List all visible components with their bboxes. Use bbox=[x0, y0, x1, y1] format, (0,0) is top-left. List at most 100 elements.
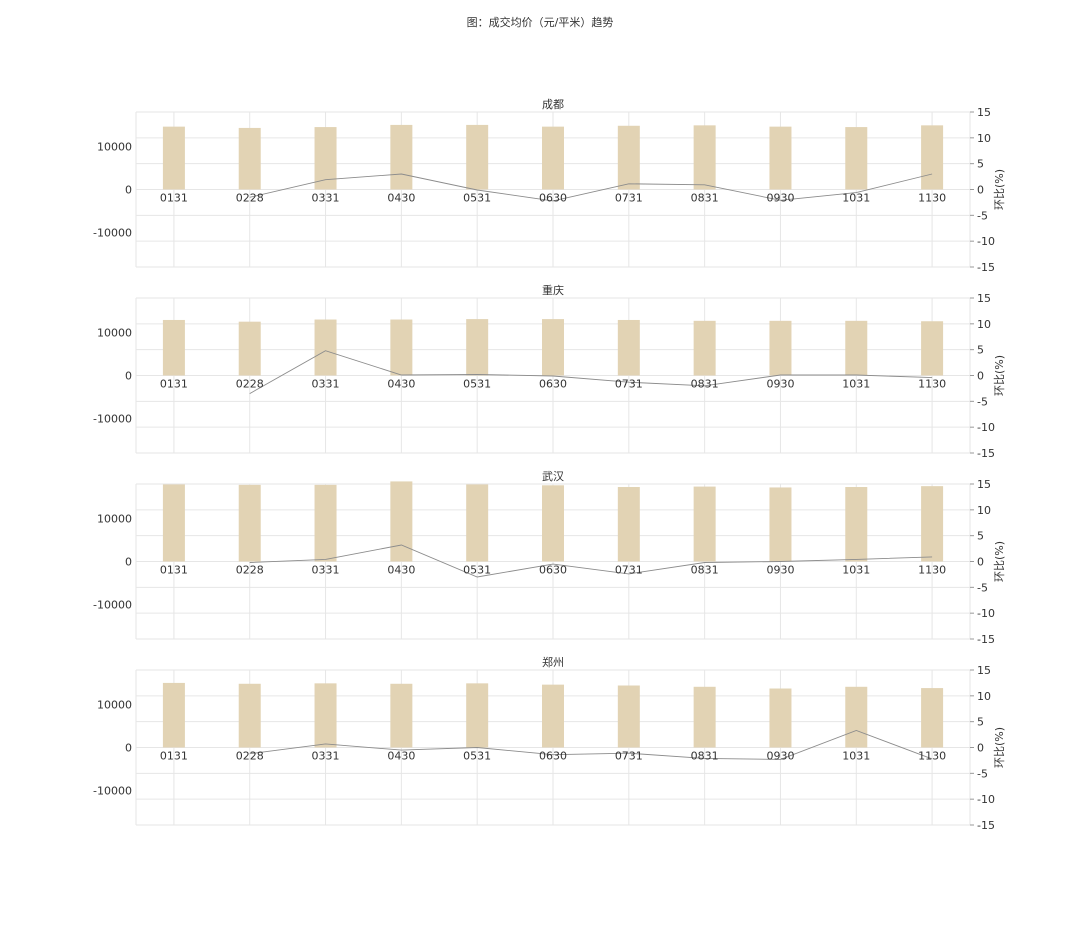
x-tick-label: 0430 bbox=[387, 378, 415, 391]
line-series bbox=[249, 350, 933, 394]
bar bbox=[542, 485, 564, 562]
x-tick-label: 0831 bbox=[691, 378, 719, 391]
x-tick-label: 1031 bbox=[842, 192, 870, 205]
y2-tick-label: 10 bbox=[977, 504, 991, 517]
x-tick-label: 0331 bbox=[312, 750, 340, 763]
bar bbox=[390, 683, 413, 748]
x-tick-label: 1031 bbox=[842, 564, 870, 577]
y-tick-label: 10000 bbox=[97, 512, 132, 525]
y2-axis-label: 环比(%) bbox=[993, 355, 1006, 396]
bar bbox=[693, 686, 716, 748]
x-tick-label: 0131 bbox=[160, 378, 188, 391]
bar bbox=[162, 319, 185, 376]
bar bbox=[693, 320, 716, 376]
x-tick-label: 0531 bbox=[463, 378, 491, 391]
y2-tick-label: 15 bbox=[977, 478, 991, 491]
bar bbox=[845, 127, 868, 190]
bar bbox=[314, 319, 337, 376]
x-tick-label: 0831 bbox=[691, 192, 719, 205]
x-tick-label: 1130 bbox=[918, 750, 946, 763]
y2-tick-label: -15 bbox=[977, 819, 995, 832]
chart-panel-4: 0131 0228 0331 0430 0531 0630 0731 0831 0930 1031… bbox=[93, 655, 1006, 832]
y-tick-label: 0 bbox=[125, 556, 132, 569]
bar bbox=[162, 484, 185, 562]
y-tick-label: 10000 bbox=[97, 698, 132, 711]
x-tick-label: 0228 bbox=[236, 378, 264, 391]
chart-panel-1: 0131 0228 0331 0430 0531 0630 0731 0831 0930 1031… bbox=[93, 98, 1006, 274]
bar bbox=[693, 486, 716, 562]
bar bbox=[314, 683, 337, 748]
x-tick-label: 0731 bbox=[615, 750, 643, 763]
y2-tick-label: 15 bbox=[977, 106, 991, 119]
x-tick-label: 0131 bbox=[160, 564, 188, 577]
chart-title: 郑州 bbox=[542, 655, 564, 669]
bar bbox=[466, 683, 489, 748]
bar bbox=[542, 684, 564, 748]
bar bbox=[769, 126, 792, 190]
bar bbox=[921, 486, 944, 562]
x-tick-label: 0731 bbox=[615, 192, 643, 205]
y2-tick-label: 15 bbox=[977, 664, 991, 677]
y2-tick-label: 15 bbox=[977, 292, 991, 305]
y2-tick-label: 0 bbox=[977, 370, 984, 383]
x-tick-label: 0131 bbox=[160, 192, 188, 205]
y2-tick-label: -10 bbox=[977, 235, 995, 248]
x-tick-label: 0731 bbox=[615, 378, 643, 391]
bar bbox=[617, 685, 640, 748]
x-tick-label: 0731 bbox=[615, 564, 643, 577]
x-tick-label: 0531 bbox=[463, 192, 491, 205]
x-tick-label: 0930 bbox=[766, 750, 794, 763]
bar bbox=[238, 321, 261, 376]
bar bbox=[238, 683, 261, 748]
bar bbox=[845, 487, 868, 562]
x-tick-label: 1031 bbox=[842, 750, 870, 763]
bar bbox=[314, 484, 337, 562]
y2-axis-label: 环比(%) bbox=[993, 727, 1006, 768]
y2-tick-label: 0 bbox=[977, 742, 984, 755]
x-tick-label: 0930 bbox=[766, 192, 794, 205]
x-tick-label: 0131 bbox=[160, 750, 188, 763]
bar bbox=[921, 125, 944, 190]
chart-panel-2: 0131 0228 0331 0430 0531 0630 0731 0831 0930 1031… bbox=[93, 283, 1006, 460]
bar bbox=[617, 125, 640, 190]
bar bbox=[466, 319, 489, 376]
bar bbox=[921, 321, 944, 376]
chart-panel-3: 0131 0228 0331 0430 0531 0630 0731 0831 0930 1031… bbox=[93, 470, 1006, 646]
bar bbox=[238, 484, 261, 562]
y2-tick-label: 5 bbox=[977, 716, 984, 729]
x-tick-label: 0531 bbox=[463, 750, 491, 763]
x-tick-label: 0331 bbox=[312, 192, 340, 205]
bar bbox=[162, 126, 185, 190]
bar bbox=[238, 127, 261, 190]
bar bbox=[769, 320, 792, 376]
y2-tick-label: -15 bbox=[977, 261, 995, 274]
y-tick-label: 0 bbox=[125, 184, 132, 197]
y2-tick-label: 10 bbox=[977, 132, 991, 145]
bar bbox=[466, 484, 489, 562]
x-tick-label: 0630 bbox=[539, 378, 567, 391]
x-tick-label: 1130 bbox=[918, 192, 946, 205]
y-tick-label: 10000 bbox=[97, 326, 132, 339]
x-tick-label: 0331 bbox=[312, 564, 340, 577]
bar bbox=[390, 481, 413, 562]
y-tick-label: 0 bbox=[125, 370, 132, 383]
y2-axis-label: 环比(%) bbox=[993, 541, 1006, 582]
bar bbox=[390, 319, 413, 376]
x-tick-label: 1130 bbox=[918, 564, 946, 577]
line-series bbox=[249, 730, 933, 760]
y2-tick-label: 0 bbox=[977, 556, 984, 569]
y2-tick-label: -5 bbox=[977, 767, 988, 780]
x-tick-label: 1031 bbox=[842, 378, 870, 391]
bar bbox=[542, 126, 564, 190]
y2-tick-label: -15 bbox=[977, 633, 995, 646]
x-tick-label: 0430 bbox=[387, 564, 415, 577]
y2-tick-label: 0 bbox=[977, 184, 984, 197]
x-tick-label: 0331 bbox=[312, 378, 340, 391]
x-tick-label: 0831 bbox=[691, 564, 719, 577]
y2-tick-label: -5 bbox=[977, 395, 988, 408]
y2-tick-label: 5 bbox=[977, 158, 984, 171]
y-tick-label: 10000 bbox=[97, 140, 132, 153]
y2-tick-label: -15 bbox=[977, 447, 995, 460]
y2-axis-label: 环比(%) bbox=[993, 169, 1006, 210]
